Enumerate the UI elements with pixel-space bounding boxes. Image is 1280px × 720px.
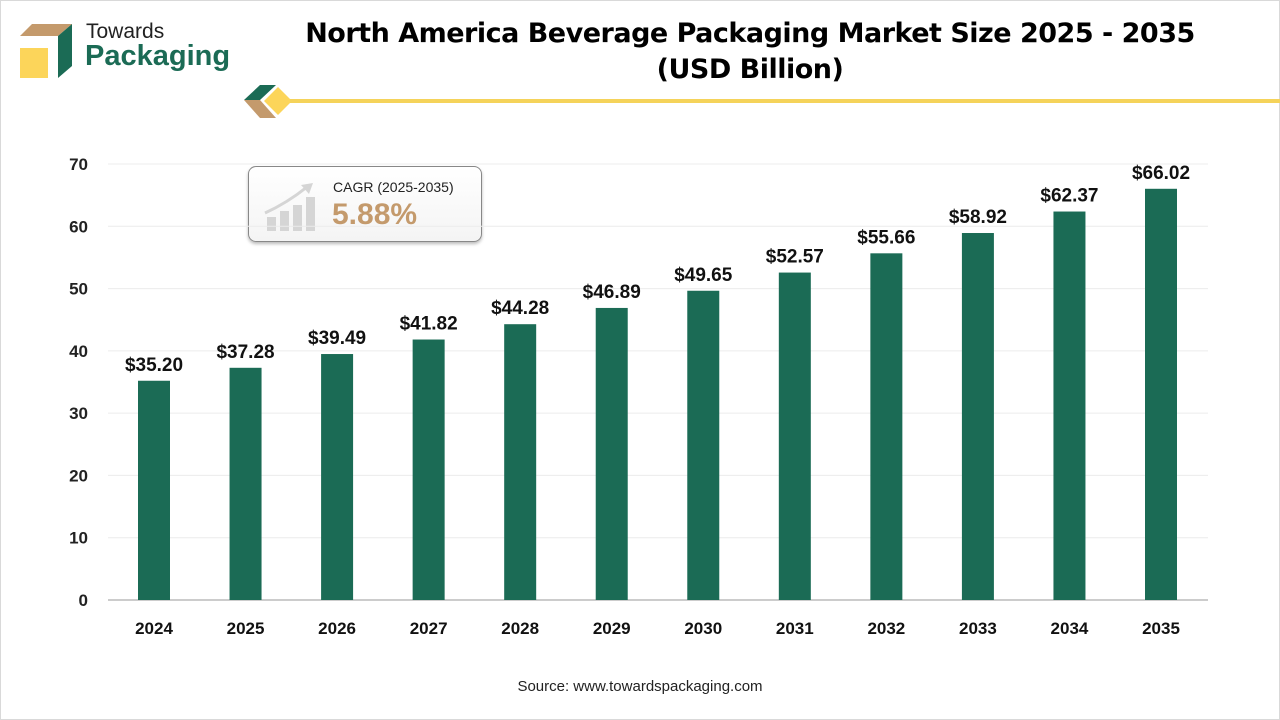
bar [229,367,262,600]
x-tick-label: 2025 [227,619,265,638]
bar [961,233,994,600]
data-label: $39.49 [308,328,366,349]
data-label: $55.66 [857,227,915,248]
title-line1: North America Beverage Packaging Market … [305,18,1195,49]
cagr-value: 5.88% [332,198,418,231]
x-tick-label: 2026 [318,619,356,638]
y-tick-label: 40 [69,342,88,361]
bar [412,339,445,600]
data-label: $66.02 [1132,163,1190,184]
x-tick-label: 2034 [1051,619,1089,638]
x-tick-label: 2033 [959,619,997,638]
bar [504,324,537,600]
bar [1145,188,1177,600]
data-label: $49.65 [674,265,733,286]
bar [138,380,170,600]
data-label: $44.28 [491,298,549,319]
x-tick-label: 2032 [867,619,905,638]
bar [321,354,354,600]
data-label: $41.82 [400,314,458,335]
data-label: $52.57 [766,247,824,268]
cagr-box: CAGR (2025-2035) 5.88% [248,166,482,242]
y-tick-label: 60 [69,217,88,236]
logo-icon [20,24,72,78]
data-label: $35.20 [125,355,183,376]
bar [687,290,720,600]
x-tick-label: 2027 [410,619,448,638]
bar [778,272,811,600]
growth-chart-icon [264,183,315,231]
data-label: $46.89 [583,282,641,303]
x-tick-label: 2028 [501,619,539,638]
data-label: $62.37 [1040,186,1098,207]
divider-ornament-icon [244,85,1280,118]
bar [1053,211,1086,601]
y-tick-label: 20 [69,466,88,485]
bar [870,253,903,600]
y-tick-label: 0 [79,591,88,610]
y-tick-label: 30 [69,404,88,423]
x-tick-label: 2035 [1142,619,1180,638]
x-tick-label: 2024 [135,619,173,638]
y-tick-label: 10 [69,529,88,548]
brand-name-line2: Packaging [85,40,231,72]
source-note: Source: www.towardspackaging.com [517,678,763,695]
brand-name-line1: Towards [86,20,165,43]
data-label: $37.28 [216,342,274,363]
x-tick-label: 2030 [684,619,722,638]
y-tick-label: 50 [69,280,88,299]
x-tick-label: 2031 [776,619,814,638]
x-tick-label: 2029 [593,619,631,638]
data-label: $58.92 [949,207,1007,228]
y-tick-label: 70 [69,155,88,174]
bar [595,307,628,600]
title-line2: (USD Billion) [656,54,844,85]
chart-title: North America Beverage Packaging Market … [300,16,1200,88]
cagr-label: CAGR (2025-2035) [333,179,454,195]
